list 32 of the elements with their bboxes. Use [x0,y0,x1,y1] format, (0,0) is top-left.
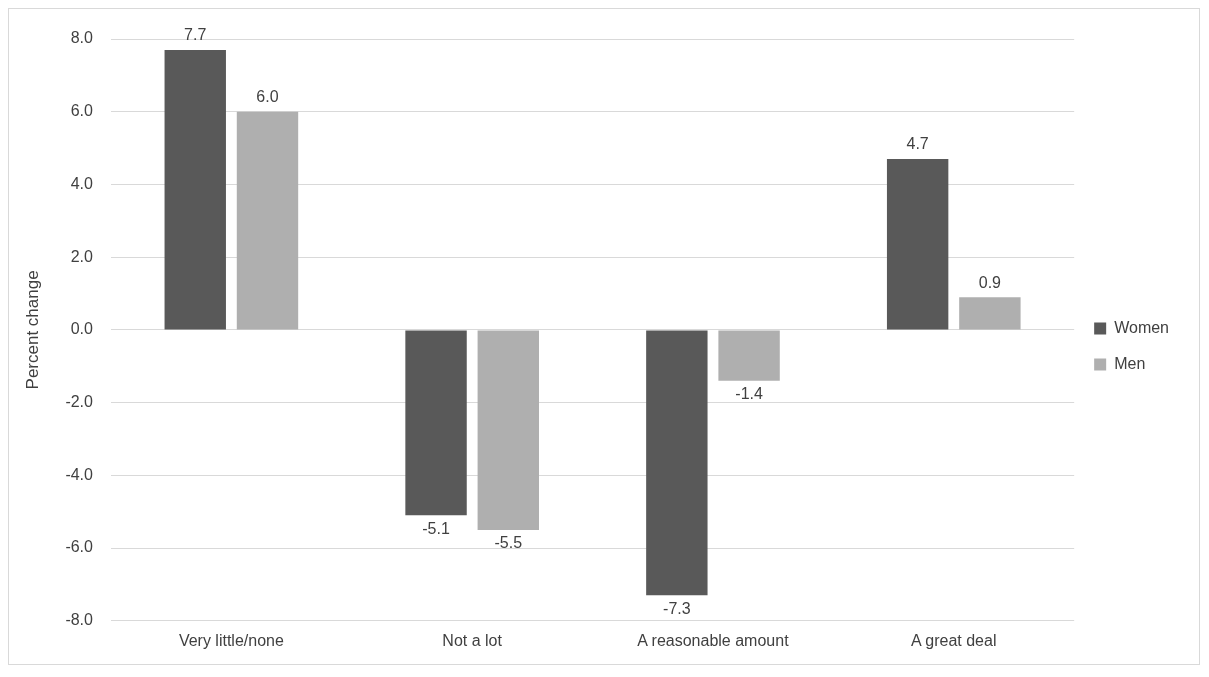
data-label: 4.7 [906,135,929,153]
y-tick-label: 6.0 [70,102,94,120]
y-tick-label: -6.0 [65,538,94,556]
y-tick-label: -2.0 [65,393,94,411]
y-tick-label: -8.0 [65,611,94,629]
bar [959,297,1021,330]
y-tick-label: 2.0 [70,247,94,265]
y-tick-label: 0.0 [70,320,94,338]
x-tick-label: Not a lot [442,631,503,649]
data-label: 6.0 [256,88,279,106]
data-label: 7.7 [184,26,207,44]
data-label: -7.3 [663,599,691,617]
bar [477,330,539,530]
y-tick-label: 4.0 [70,174,94,192]
data-label: -5.1 [422,519,450,537]
legend-label: Men [1114,354,1146,372]
legend-label: Women [1114,318,1170,336]
x-tick-label: A great deal [911,631,997,649]
data-label: -1.4 [735,385,763,403]
x-tick-label: Very little/none [178,631,284,649]
y-axis-title: Percent change [22,270,42,390]
y-tick-label: 8.0 [70,29,94,47]
y-tick-label: -4.0 [65,465,94,483]
bar [164,49,226,330]
bar [718,330,780,381]
bar [886,159,949,330]
x-tick-label: A reasonable amount [637,631,790,649]
bar [405,330,467,516]
data-label: 0.9 [978,273,1002,291]
data-label: -5.5 [494,534,523,552]
bar [646,330,708,596]
bar [236,111,299,330]
